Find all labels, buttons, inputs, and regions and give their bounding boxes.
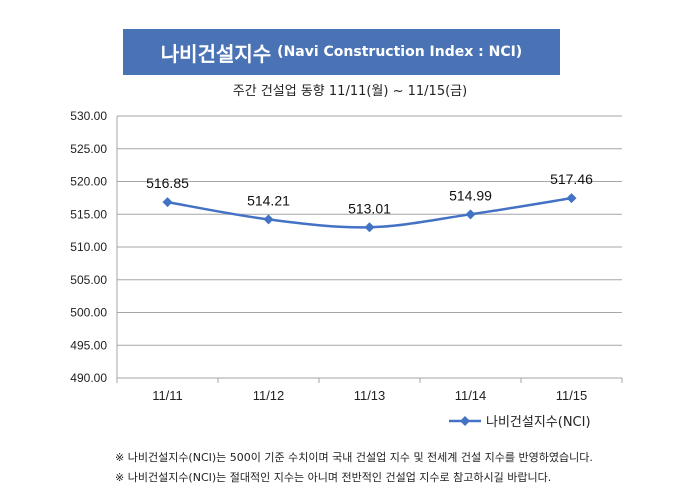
x-tick-label: 11/14 xyxy=(455,388,487,403)
y-tick-label: 495.00 xyxy=(70,338,107,352)
data-label: 514.21 xyxy=(247,192,290,208)
y-tick-label: 490.00 xyxy=(70,371,107,385)
legend-line-marker-icon xyxy=(449,415,481,426)
footnotes: ※ 나비건설지수(NCI)는 500이 기준 수치이며 국내 건설업 지수 및 … xyxy=(115,448,593,488)
data-point-marker xyxy=(364,222,375,233)
title-banner: 나비건설지수 (Navi Construction Index : NCI) xyxy=(123,29,560,75)
footnote-2: ※ 나비건설지수(NCI)는 절대적인 지수는 아니며 전반적인 건설업 지수로… xyxy=(115,471,552,484)
y-tick-label: 500.00 xyxy=(70,306,107,320)
y-tick-label: 510.00 xyxy=(70,240,107,254)
x-tick-label: 11/15 xyxy=(556,388,588,403)
chart-subtitle: 주간 건설업 동향 11/11(월) ~ 11/15(금) xyxy=(232,84,468,99)
data-label: 514.99 xyxy=(449,187,492,203)
data-point-marker xyxy=(465,209,476,220)
chart-title: 나비건설지수 xyxy=(160,41,272,66)
y-tick-label: 520.00 xyxy=(70,175,107,189)
y-tick-label: 515.00 xyxy=(70,207,107,221)
data-point-marker xyxy=(566,193,577,204)
y-tick-label: 530.00 xyxy=(70,109,107,123)
data-point-marker xyxy=(162,197,173,208)
data-label: 513.01 xyxy=(348,200,391,216)
legend: 나비건설지수(NCI) xyxy=(448,411,591,430)
data-label: 516.85 xyxy=(146,175,189,191)
legend-label: 나비건설지수(NCI) xyxy=(486,415,591,430)
data-point-marker xyxy=(263,214,274,225)
x-tick-label: 11/11 xyxy=(152,388,183,403)
y-tick-label: 525.00 xyxy=(70,142,107,156)
chart-title-sub: (Navi Construction Index : NCI) xyxy=(277,44,523,60)
x-tick-label: 11/13 xyxy=(354,388,386,403)
footnote-1: ※ 나비건설지수(NCI)는 500이 기준 수치이며 국내 건설업 지수 및 … xyxy=(115,451,593,464)
x-tick-label: 11/12 xyxy=(253,388,285,403)
data-label: 517.46 xyxy=(550,171,593,187)
y-tick-label: 505.00 xyxy=(70,273,107,287)
